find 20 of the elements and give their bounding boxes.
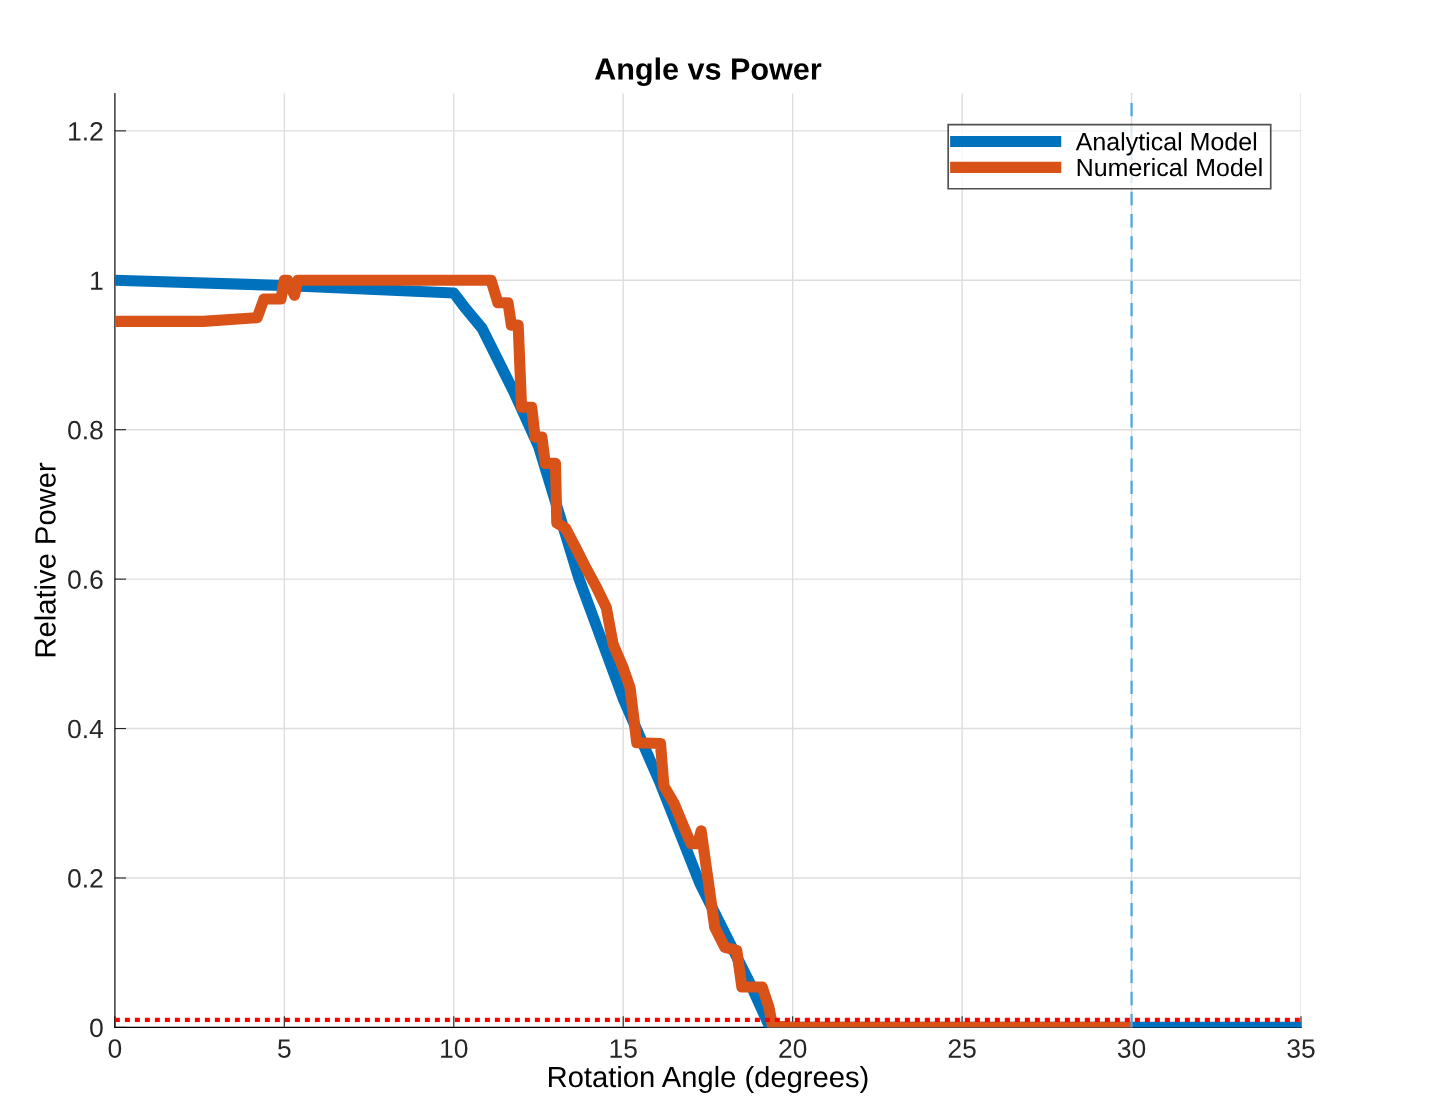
y-tick-label: 0.6	[68, 570, 103, 589]
x-tick-label: 10	[441, 1039, 468, 1058]
y-tick-label: 0.4	[68, 719, 103, 739]
y-axis-title: Relative Power	[34, 462, 56, 657]
x-tick-label: 15	[610, 1039, 637, 1058]
legend-label: Numerical Model	[1077, 157, 1262, 177]
x-axis-title: Rotation Angle (degrees)	[549, 1065, 868, 1094]
legend-label: Analytical Model	[1075, 132, 1257, 156]
y-tick-label: 1.2	[69, 121, 103, 141]
chart-title: Angle vs Power	[594, 57, 822, 87]
y-tick-label: 0.8	[68, 420, 103, 440]
x-tick-label: 25	[948, 1039, 976, 1058]
y-tick-label: 1	[91, 271, 103, 290]
x-tick-label: 30	[1117, 1039, 1146, 1058]
x-tick-label: 20	[779, 1039, 807, 1058]
x-tick-label: 0	[108, 1039, 122, 1058]
x-tick-label: 35	[1287, 1039, 1315, 1058]
x-tick-label: 5	[278, 1039, 291, 1058]
y-tick-label: 0	[90, 1018, 103, 1038]
y-tick-label: 0.2	[68, 869, 103, 888]
